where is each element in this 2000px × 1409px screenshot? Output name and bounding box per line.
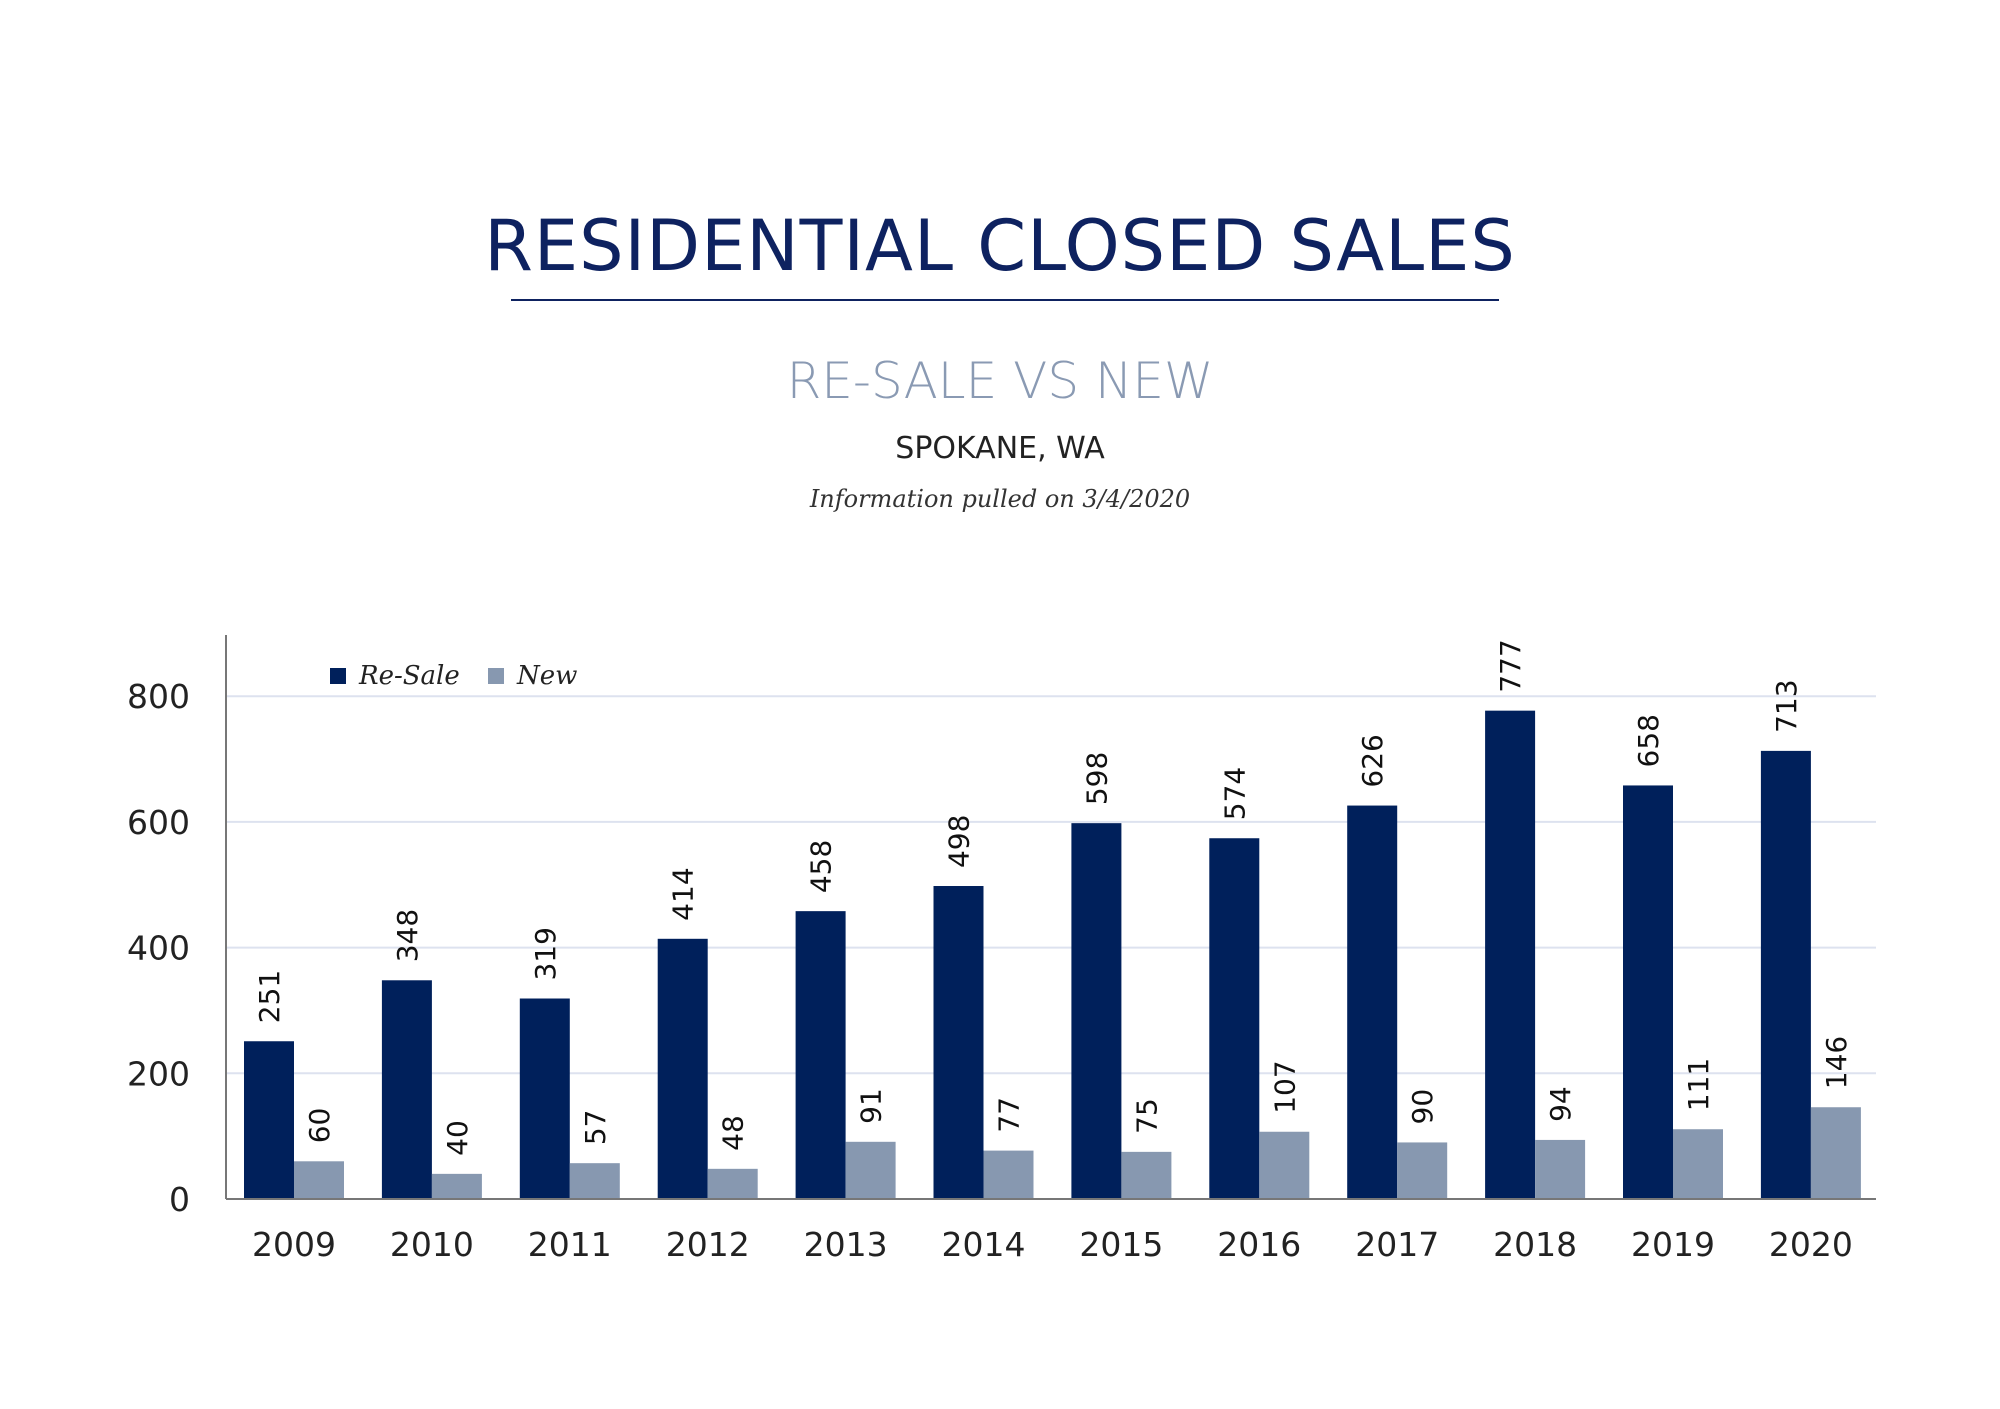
title-underline (511, 299, 1499, 301)
bar-new (1535, 1139, 1586, 1199)
x-tick-label: 2016 (1217, 1225, 1301, 1264)
bar-resale (381, 980, 432, 1199)
data-label: 75 (1130, 1098, 1163, 1134)
bar-resale (1209, 838, 1260, 1199)
data-label: 348 (391, 909, 424, 962)
bar-resale (1485, 710, 1536, 1199)
data-label: 107 (1268, 1060, 1301, 1113)
data-label: 777 (1494, 639, 1527, 692)
bar-resale (795, 911, 846, 1199)
bar-new (294, 1161, 344, 1199)
data-label: 77 (993, 1097, 1026, 1133)
data-label: 48 (717, 1115, 750, 1151)
bar-resale (244, 1041, 294, 1199)
bar-new (845, 1141, 896, 1199)
data-label: 498 (943, 815, 976, 868)
info-note: Information pulled on 3/4/2020 (809, 485, 1191, 513)
bar-new (1259, 1131, 1310, 1199)
bar-new (569, 1163, 620, 1199)
data-label: 94 (1544, 1086, 1577, 1122)
x-tick-label: 2013 (804, 1225, 888, 1264)
y-tick-label: 600 (127, 803, 190, 842)
x-tick-label: 2011 (528, 1225, 612, 1264)
data-label: 40 (441, 1120, 474, 1156)
data-label: 91 (855, 1088, 888, 1124)
bar-new (707, 1168, 758, 1199)
bar-new (1673, 1129, 1723, 1199)
bar-resale (933, 886, 984, 1199)
x-tick-label: 2018 (1493, 1225, 1577, 1264)
bar-resale (519, 998, 570, 1199)
bar-new (1397, 1142, 1448, 1199)
data-label: 60 (303, 1108, 336, 1144)
data-label: 598 (1080, 752, 1113, 805)
bar-resale (1760, 750, 1811, 1199)
bar-resale (1623, 785, 1673, 1199)
x-tick-label: 2014 (942, 1225, 1026, 1264)
legend-label: Re-Sale (358, 661, 460, 691)
data-label: 146 (1820, 1036, 1853, 1089)
data-label: 713 (1770, 679, 1803, 732)
data-label: 319 (529, 927, 562, 980)
data-label: 251 (253, 970, 286, 1023)
data-label: 90 (1406, 1089, 1439, 1125)
x-tick-label: 2020 (1769, 1225, 1853, 1264)
x-tick-label: 2012 (666, 1225, 750, 1264)
legend-swatch (330, 668, 346, 684)
bar-new (1121, 1151, 1172, 1199)
data-label: 458 (805, 840, 838, 893)
data-label: 574 (1218, 767, 1251, 820)
bar-resale (1071, 823, 1122, 1199)
bar-new (983, 1150, 1034, 1199)
bar-resale (1347, 805, 1398, 1199)
legend-label: New (516, 661, 577, 691)
x-tick-label: 2010 (390, 1225, 474, 1264)
location-label: SPOKANE, WA (895, 431, 1105, 466)
y-tick-label: 200 (127, 1054, 190, 1093)
y-tick-label: 0 (169, 1180, 190, 1219)
data-label: 626 (1356, 734, 1389, 787)
bar-new (431, 1173, 482, 1199)
legend-swatch (488, 668, 504, 684)
y-tick-label: 800 (127, 677, 190, 716)
data-label: 111 (1682, 1058, 1715, 1111)
chart-title: RESIDENTIAL CLOSED SALES (484, 205, 1516, 287)
data-label: 658 (1632, 714, 1665, 767)
chart-subtitle: RE-SALE VS NEW (786, 352, 1214, 410)
x-tick-label: 2009 (252, 1225, 336, 1264)
data-label: 414 (667, 867, 700, 920)
y-tick-label: 400 (127, 929, 190, 968)
x-tick-label: 2019 (1631, 1225, 1715, 1264)
data-label: 57 (579, 1110, 612, 1146)
bar-new (1810, 1107, 1861, 1199)
bar-resale (657, 938, 708, 1199)
x-tick-label: 2017 (1355, 1225, 1439, 1264)
x-tick-label: 2015 (1079, 1225, 1163, 1264)
